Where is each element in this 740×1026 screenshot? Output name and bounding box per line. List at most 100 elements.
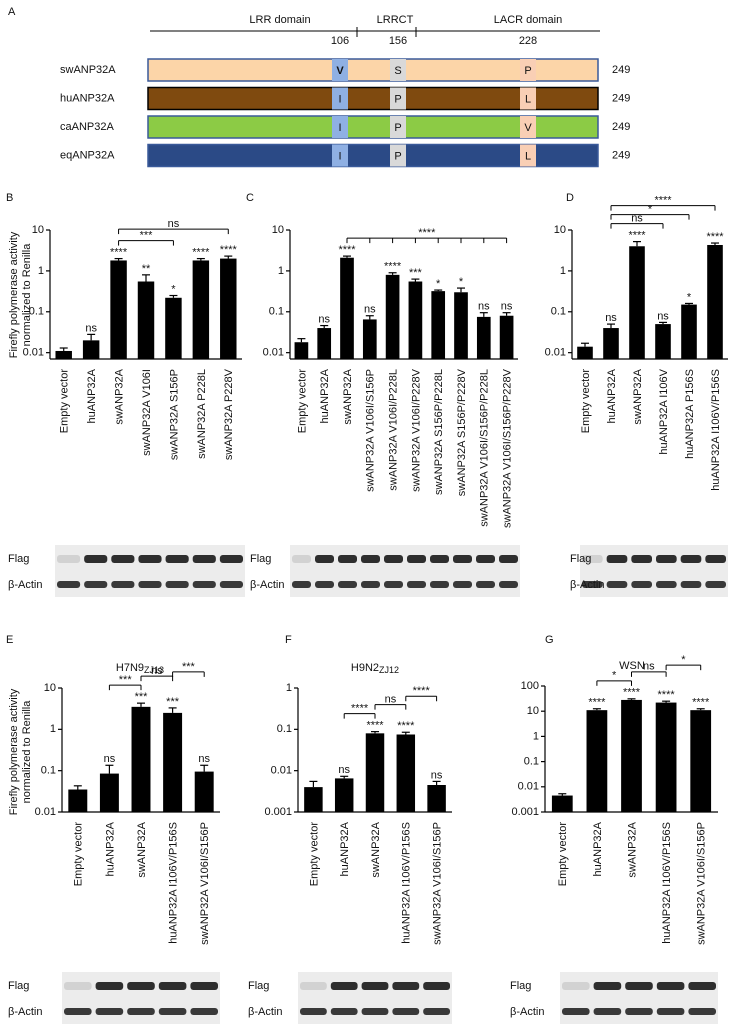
bar	[499, 315, 514, 359]
actin-band	[192, 581, 216, 588]
blot-label: Flag	[250, 553, 271, 565]
flag-band	[453, 555, 472, 563]
significance: ***	[409, 267, 423, 279]
x-tick-label: huANP32A I106V	[658, 368, 670, 454]
significance: ns	[501, 301, 513, 313]
flag-band	[384, 555, 403, 563]
y-tick-label: 0.1	[41, 765, 56, 777]
residue-box	[520, 59, 536, 81]
actin-band	[656, 1008, 685, 1015]
title-sub: ZJ13	[144, 665, 164, 675]
residue-box	[332, 59, 348, 81]
actin-band	[300, 1008, 327, 1015]
x-tick-label: Empty vector	[296, 369, 308, 434]
x-tick-label: huANP32A P156S	[684, 369, 696, 459]
blot-label: β-Actin	[510, 1006, 544, 1018]
flag-band	[315, 555, 334, 563]
x-tick-label: swANP32A V106I/S156P	[199, 822, 211, 945]
y-tick-label: 0.01	[518, 781, 539, 793]
y-tick-label: 0.1	[524, 756, 539, 768]
x-tick-label: huANP32A I106V/P156S	[661, 822, 673, 944]
title-main: H9N2	[351, 662, 379, 674]
bar	[165, 297, 182, 359]
flag-band	[190, 982, 218, 990]
actin-band	[593, 1008, 622, 1015]
y-tick-label: 0.01	[23, 347, 44, 359]
domain-label: LRR domain	[249, 14, 310, 26]
x-tick-label: swANP32A	[632, 368, 644, 424]
x-tick-label: huANP32A	[339, 821, 351, 876]
actin-band	[57, 581, 81, 588]
comparison-label: ns	[631, 213, 643, 225]
x-tick-label: huANP32A	[592, 821, 604, 876]
x-tick-label: swANP32A S156P/P228L	[433, 369, 445, 495]
x-tick-label: Empty vector	[59, 369, 71, 434]
x-tick-label: swANP32A V106I/S156P/P228L	[479, 369, 491, 527]
actin-band	[190, 1008, 218, 1015]
bar	[192, 260, 210, 359]
flag-band	[625, 982, 653, 990]
blot-background	[62, 972, 220, 1024]
actin-band	[330, 1008, 358, 1015]
flag-band	[392, 982, 420, 990]
bar	[690, 710, 712, 812]
x-tick-label: huANP32A	[606, 368, 618, 423]
flag-band	[606, 555, 628, 563]
x-tick-label: swANP32A S156P	[168, 369, 180, 460]
protein-length: 249	[612, 64, 630, 76]
comparison-label: ****	[418, 227, 436, 239]
x-tick-label: huANP32A I106V/P156S	[168, 822, 180, 944]
flag-band	[688, 982, 716, 990]
flag-band	[593, 982, 622, 990]
bar	[655, 702, 677, 812]
y-tick-label: 1	[50, 723, 56, 735]
protein-name: swANP32A	[60, 64, 116, 76]
bar	[365, 733, 385, 812]
significance: ns	[657, 310, 669, 322]
panel-letter: A	[8, 6, 16, 18]
significance: ****	[397, 720, 415, 732]
x-tick-label: swANP32A V106I/S156P	[365, 369, 377, 492]
actin-band	[562, 1008, 590, 1015]
y-tick-label: 10	[272, 224, 284, 236]
blot-label: Flag	[8, 553, 29, 565]
flag-band	[582, 555, 603, 563]
actin-band	[292, 581, 311, 588]
blot-label: β-Actin	[250, 579, 284, 591]
y-tick-label: 1	[38, 265, 44, 277]
actin-band	[499, 581, 518, 588]
x-tick-label: swANP32A V106I/S156P	[432, 822, 444, 945]
bar	[294, 342, 309, 359]
flag-band	[127, 982, 155, 990]
bar	[551, 795, 573, 812]
flag-band	[423, 982, 450, 990]
bar	[55, 350, 72, 359]
significance: ns	[605, 312, 617, 324]
y-tick-label: 0.001	[511, 806, 539, 818]
significance: ns	[318, 313, 330, 325]
flag-band	[300, 982, 327, 990]
actin-band	[680, 581, 702, 588]
bar	[707, 244, 723, 359]
significance: *	[171, 283, 176, 295]
x-tick-label: swANP32A S156P/P228V	[456, 368, 468, 496]
blot-label: β-Actin	[8, 579, 42, 591]
bar	[427, 785, 446, 812]
bar	[68, 789, 88, 812]
title-main: H7N9	[116, 662, 144, 674]
significance: ****	[384, 261, 402, 273]
residue: V	[524, 122, 532, 134]
position-label: 156	[389, 35, 407, 47]
significance: *	[436, 278, 441, 290]
y-tick-label: 0.01	[35, 806, 56, 818]
y-axis-label: Firefly polymerase activity	[8, 231, 20, 358]
y-tick-label: 1	[533, 730, 539, 742]
significance: ns	[431, 769, 443, 781]
bar	[681, 304, 697, 359]
actin-band	[95, 1008, 124, 1015]
significance: ****	[588, 697, 606, 709]
significance: *	[687, 291, 692, 303]
x-tick-label: Empty vector	[580, 369, 592, 434]
significance: ns	[338, 764, 350, 776]
bar	[454, 292, 468, 359]
